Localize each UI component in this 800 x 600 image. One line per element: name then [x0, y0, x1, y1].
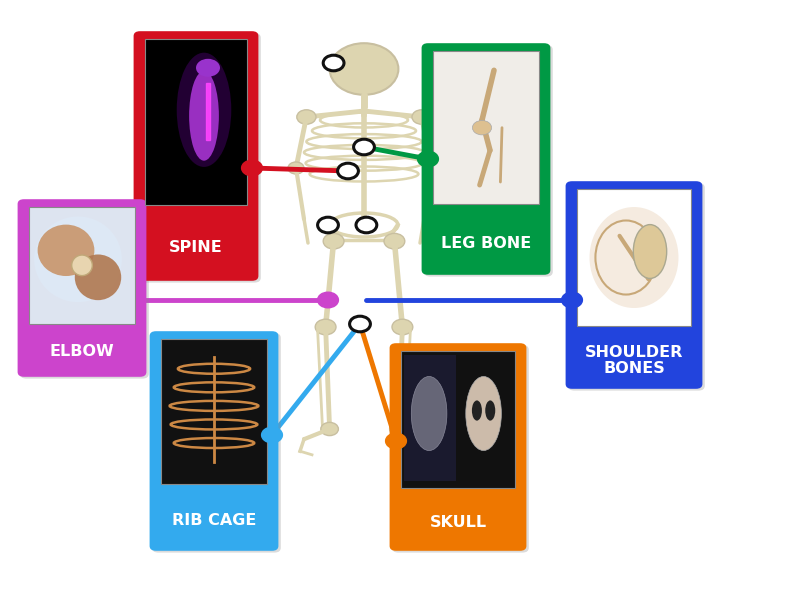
- Circle shape: [196, 59, 220, 77]
- FancyBboxPatch shape: [134, 31, 258, 281]
- Circle shape: [242, 160, 262, 176]
- FancyBboxPatch shape: [401, 351, 515, 488]
- Circle shape: [390, 422, 407, 436]
- Ellipse shape: [72, 255, 92, 275]
- Circle shape: [323, 233, 344, 249]
- Bar: [458, 355, 510, 481]
- Text: LEG BONE: LEG BONE: [441, 236, 531, 251]
- Text: RIB CAGE: RIB CAGE: [172, 513, 256, 528]
- Circle shape: [392, 319, 413, 335]
- Circle shape: [562, 292, 582, 308]
- Ellipse shape: [411, 376, 447, 451]
- Circle shape: [321, 422, 338, 436]
- FancyArrowPatch shape: [619, 236, 649, 279]
- Circle shape: [338, 163, 358, 179]
- FancyBboxPatch shape: [136, 33, 261, 283]
- Ellipse shape: [38, 224, 94, 276]
- Ellipse shape: [466, 376, 502, 451]
- FancyBboxPatch shape: [20, 201, 149, 379]
- Circle shape: [354, 139, 374, 155]
- Circle shape: [262, 427, 282, 443]
- Circle shape: [424, 162, 440, 174]
- Ellipse shape: [472, 400, 482, 421]
- FancyBboxPatch shape: [433, 51, 539, 205]
- FancyBboxPatch shape: [566, 181, 702, 389]
- Ellipse shape: [34, 217, 122, 302]
- FancyBboxPatch shape: [29, 207, 135, 323]
- Circle shape: [297, 110, 316, 124]
- FancyBboxPatch shape: [150, 331, 278, 551]
- FancyBboxPatch shape: [161, 339, 267, 484]
- Circle shape: [323, 55, 344, 71]
- Circle shape: [318, 217, 338, 233]
- FancyBboxPatch shape: [152, 333, 281, 553]
- Circle shape: [472, 121, 491, 135]
- FancyBboxPatch shape: [145, 39, 247, 205]
- Ellipse shape: [189, 71, 219, 161]
- Text: SHOULDER
BONES: SHOULDER BONES: [585, 344, 683, 376]
- FancyBboxPatch shape: [392, 345, 529, 553]
- Circle shape: [330, 43, 398, 95]
- Ellipse shape: [634, 224, 666, 278]
- Text: SKULL: SKULL: [430, 515, 486, 530]
- Circle shape: [318, 292, 338, 308]
- Bar: [404, 355, 456, 481]
- Circle shape: [418, 151, 438, 167]
- Ellipse shape: [590, 207, 678, 308]
- FancyBboxPatch shape: [390, 343, 526, 551]
- Circle shape: [384, 233, 405, 249]
- Circle shape: [288, 162, 304, 174]
- Text: SPINE: SPINE: [169, 239, 223, 254]
- Circle shape: [356, 217, 377, 233]
- FancyBboxPatch shape: [18, 199, 146, 377]
- FancyBboxPatch shape: [568, 183, 705, 391]
- FancyBboxPatch shape: [577, 189, 691, 326]
- Circle shape: [412, 110, 431, 124]
- Circle shape: [386, 433, 406, 449]
- Ellipse shape: [74, 254, 122, 300]
- Ellipse shape: [177, 53, 231, 167]
- FancyBboxPatch shape: [422, 43, 550, 275]
- Circle shape: [315, 319, 336, 335]
- Circle shape: [350, 316, 370, 332]
- Ellipse shape: [486, 400, 495, 421]
- FancyArrow shape: [206, 83, 210, 140]
- FancyBboxPatch shape: [424, 45, 553, 277]
- Text: ELBOW: ELBOW: [50, 344, 114, 359]
